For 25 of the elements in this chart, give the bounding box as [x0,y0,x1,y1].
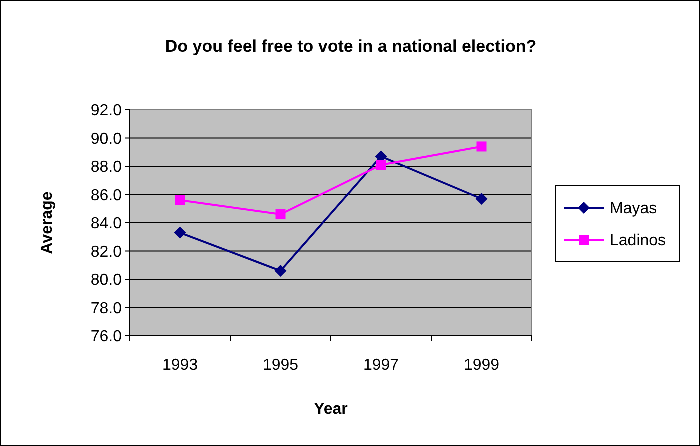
point [376,160,386,170]
y-tick-label: 88.0 [90,159,122,176]
point [274,265,287,278]
point [276,210,286,220]
x-axis-title: Year [314,401,348,418]
chart-title: Do you feel free to vote in a national election? [165,37,537,56]
point [174,226,186,239]
legend-label: Mayas [610,200,658,218]
point [476,192,488,205]
y-tick-label: 82.0 [90,244,122,261]
legend-label: Ladinos [610,232,666,250]
y-tick-label: 92.0 [90,102,122,120]
y-tick-label: 90.0 [90,130,122,148]
point [175,195,186,206]
y-tick-label: 78.0 [90,300,122,318]
x-tick-label: 1993 [162,357,198,374]
y-tick-label: 80.0 [90,272,122,290]
x-tick-label: 1997 [363,357,400,374]
x-tick-label: 1999 [464,357,500,374]
x-tick-label: 1995 [262,357,299,374]
y-tick-label: 86.0 [90,187,122,204]
y-axis-title: Average [39,192,56,254]
point [476,142,487,152]
y-tick-label: 84.0 [90,216,122,233]
y-tick-label: 76.0 [90,328,122,346]
